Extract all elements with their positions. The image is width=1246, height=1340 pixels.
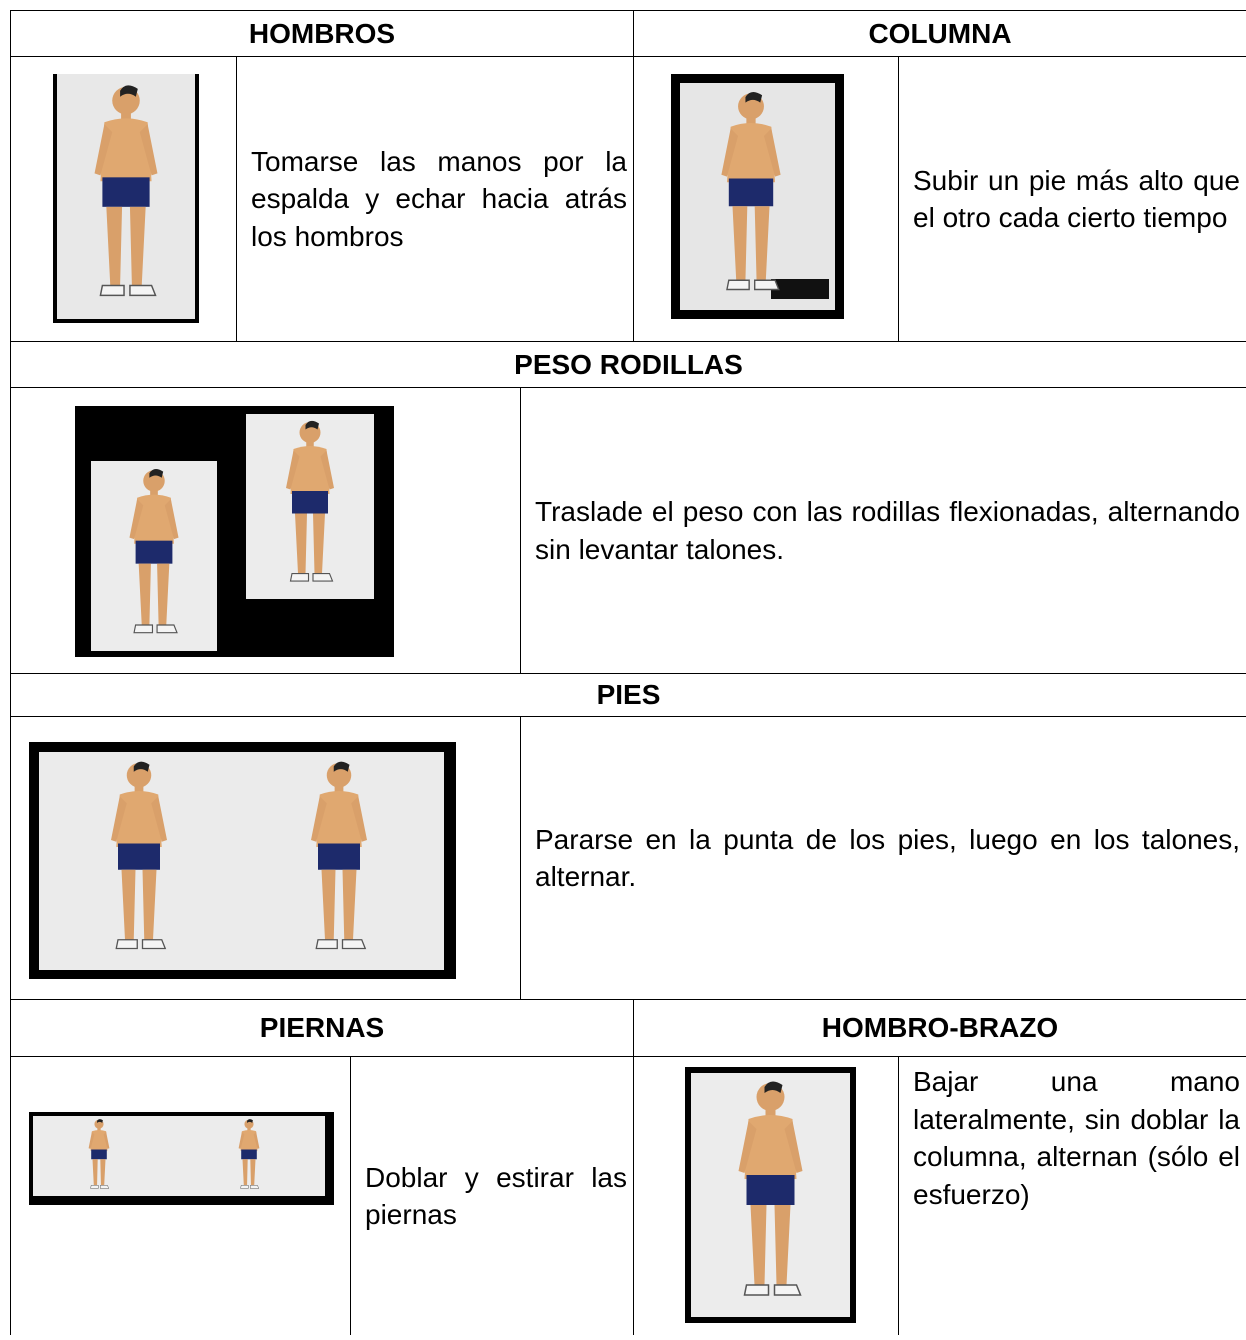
- image-cell: [10, 56, 236, 341]
- illustration: [75, 406, 394, 657]
- section-title: HOMBRO-BRAZO: [633, 999, 1246, 1056]
- image-cell: [633, 56, 898, 341]
- illustration: [671, 74, 844, 319]
- text: Bajar una mano lateralmente, sin doblar …: [913, 1066, 1240, 1210]
- image-cell: [10, 1056, 350, 1335]
- section-text: Bajar una mano lateralmente, sin doblar …: [898, 1056, 1246, 1335]
- illustration: [29, 1112, 334, 1205]
- illustration: [53, 74, 199, 323]
- text: Doblar y estirar las piernas: [365, 1161, 627, 1231]
- section-text: Pararse en la punta de los pies, luego e…: [520, 716, 1246, 999]
- text: Traslade el peso con las rodillas flexio…: [535, 496, 1240, 565]
- section-title: COLUMNA: [633, 10, 1246, 56]
- section-text: Tomarse las manos por la espalda y echar…: [236, 56, 633, 341]
- text: Pararse en la punta de los pies, luego e…: [535, 823, 1240, 893]
- section-title: PIES: [10, 673, 1246, 716]
- image-cell: [10, 387, 520, 673]
- section-title: HOMBROS: [10, 10, 633, 56]
- illustration: [29, 742, 456, 979]
- illustration: [685, 1067, 856, 1323]
- image-cell: [633, 1056, 898, 1335]
- section-text: Doblar y estirar las piernas: [350, 1056, 633, 1335]
- section-text: Traslade el peso con las rodillas flexio…: [520, 387, 1246, 673]
- section-text: Subir un pie más alto que el otro cada c…: [898, 56, 1246, 341]
- text: Tomarse las manos por la espalda y echar…: [251, 145, 627, 252]
- text: Subir un pie más alto que el otro cada c…: [913, 164, 1240, 234]
- section-title: PIERNAS: [10, 999, 633, 1056]
- section-title: PESO RODILLAS: [10, 341, 1246, 387]
- image-cell: [10, 716, 520, 999]
